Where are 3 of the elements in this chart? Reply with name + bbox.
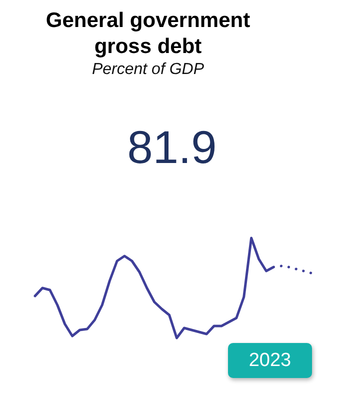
text: 81.9 — [126, 120, 218, 174]
chart-title: General government gross debt — [44, 8, 252, 60]
chart-subtitle: Percent of GDP — [90, 61, 206, 79]
